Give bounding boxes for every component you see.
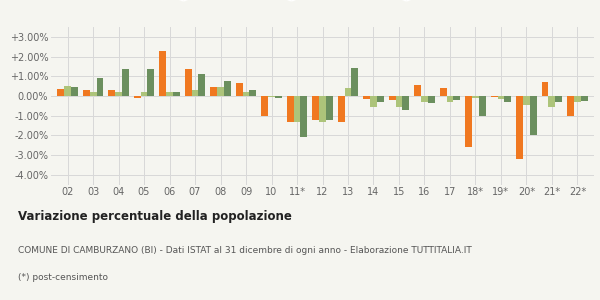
Bar	[556, 96, 562, 102]
Bar	[236, 83, 242, 96]
Bar	[217, 87, 224, 96]
Bar	[64, 86, 71, 96]
Bar	[173, 92, 180, 96]
Bar	[293, 96, 301, 122]
Bar	[530, 96, 537, 135]
Bar	[574, 96, 581, 102]
Bar	[148, 69, 154, 96]
Bar	[395, 96, 403, 107]
Bar	[446, 96, 454, 102]
Bar	[516, 96, 523, 159]
Bar	[326, 96, 333, 119]
Bar	[261, 96, 268, 116]
Bar	[97, 78, 103, 96]
Bar	[122, 69, 129, 96]
Bar	[403, 96, 409, 110]
Bar	[166, 92, 173, 96]
Bar	[134, 96, 140, 98]
Bar	[363, 96, 370, 99]
Bar	[542, 82, 548, 96]
Bar	[472, 96, 479, 98]
Bar	[115, 92, 122, 96]
Bar	[491, 96, 497, 97]
Bar	[140, 92, 148, 96]
Bar	[465, 96, 472, 147]
Bar	[268, 96, 275, 97]
Bar	[275, 96, 282, 98]
Bar	[312, 96, 319, 119]
Bar	[523, 96, 530, 105]
Bar	[414, 85, 421, 96]
Bar	[185, 69, 191, 96]
Bar	[567, 96, 574, 116]
Bar	[57, 89, 64, 96]
Bar	[71, 87, 78, 96]
Bar	[497, 96, 505, 99]
Bar	[548, 96, 556, 107]
Bar	[421, 96, 428, 102]
Text: COMUNE DI CAMBURZANO (BI) - Dati ISTAT al 31 dicembre di ogni anno - Elaborazion: COMUNE DI CAMBURZANO (BI) - Dati ISTAT a…	[18, 246, 472, 255]
Bar	[319, 96, 326, 122]
Text: (*) post-censimento: (*) post-censimento	[18, 273, 108, 282]
Bar	[242, 92, 250, 96]
Text: Variazione percentuale della popolazione: Variazione percentuale della popolazione	[18, 210, 292, 223]
Bar	[338, 96, 344, 122]
Bar	[199, 74, 205, 96]
Bar	[287, 96, 293, 122]
Bar	[581, 96, 588, 101]
Bar	[505, 96, 511, 102]
Bar	[377, 96, 384, 102]
Bar	[108, 90, 115, 96]
Bar	[370, 96, 377, 107]
Bar	[389, 96, 395, 100]
Bar	[89, 92, 97, 96]
Bar	[454, 96, 460, 100]
Bar	[83, 90, 89, 96]
Bar	[301, 96, 307, 137]
Bar	[250, 90, 256, 96]
Bar	[440, 88, 446, 96]
Bar	[159, 51, 166, 96]
Bar	[352, 68, 358, 96]
Bar	[428, 96, 435, 103]
Bar	[479, 96, 486, 116]
Legend: Camburzano, Provincia di BI, Piemonte: Camburzano, Provincia di BI, Piemonte	[167, 0, 478, 4]
Bar	[344, 88, 352, 96]
Bar	[191, 90, 199, 96]
Bar	[210, 87, 217, 96]
Bar	[224, 81, 231, 96]
